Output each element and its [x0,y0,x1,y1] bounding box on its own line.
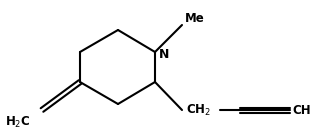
Text: CH: CH [292,103,311,116]
Text: N: N [159,48,169,61]
Text: CH$_2$: CH$_2$ [186,102,211,118]
Text: Me: Me [185,12,205,25]
Text: H$_2$C: H$_2$C [5,114,30,130]
